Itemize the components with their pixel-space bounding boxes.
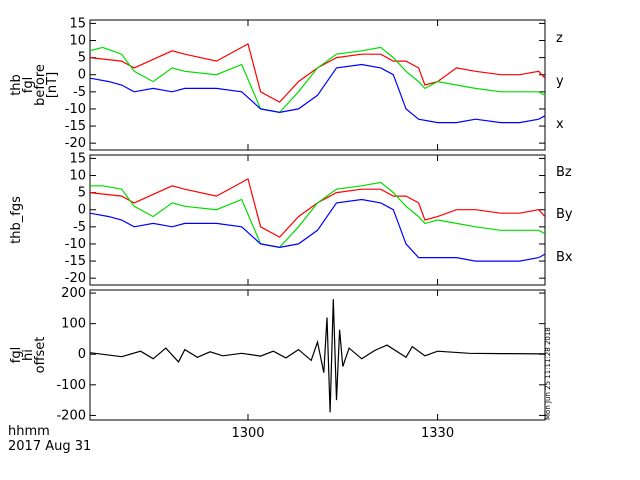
series-line: [90, 178, 545, 238]
panel-frame: [89, 289, 546, 421]
y-tick-label: 15: [69, 151, 86, 166]
y-axis-label: [nT]: [45, 72, 60, 98]
series-line: [90, 198, 545, 262]
y-tick-label: -10: [65, 237, 86, 252]
y-tick-label: -20: [65, 271, 86, 286]
x-tick-label: 1300: [231, 426, 264, 441]
y-axis-label: before: [33, 64, 48, 106]
y-tick-label: 15: [69, 16, 86, 31]
series-line: [90, 299, 545, 413]
y-tick-label: 5: [78, 186, 86, 201]
y-axis-label: fgl: [9, 347, 24, 363]
y-axis-label: hi: [21, 349, 36, 361]
series-line: [90, 63, 545, 124]
y-tick-label: -5: [73, 220, 86, 235]
legend-label: y: [556, 74, 564, 89]
y-tick-label: -100: [56, 378, 86, 393]
y-axis-label: offset: [33, 337, 48, 374]
y-axis-label: thb: [9, 74, 24, 96]
legend-label: z: [556, 31, 563, 46]
x-tick-label: 1330: [421, 426, 454, 441]
y-tick-label: -5: [73, 85, 86, 100]
series-line: [90, 43, 545, 103]
legend-label: Bx: [556, 250, 573, 265]
y-tick-label: 200: [61, 286, 86, 301]
x-date-label: 2017 Aug 31: [8, 439, 91, 454]
y-tick-label: 0: [78, 203, 86, 218]
y-tick-label: -20: [65, 136, 86, 151]
y-tick-label: -10: [65, 102, 86, 117]
panel-frame: [89, 154, 546, 286]
y-tick-label: 0: [78, 347, 86, 362]
y-tick-label: -15: [65, 254, 86, 269]
legend-label: Bz: [556, 165, 572, 180]
series-line: [90, 181, 545, 249]
y-tick-label: 5: [78, 51, 86, 66]
y-axis-label: thb_fgs: [9, 196, 24, 244]
y-tick-label: 10: [69, 34, 86, 49]
y-tick-label: 0: [78, 68, 86, 83]
y-tick-label: 10: [69, 169, 86, 184]
series-line: [90, 46, 545, 114]
y-tick-label: 100: [61, 317, 86, 332]
x-unit-label: hhmm: [8, 424, 50, 439]
legend-label: x: [556, 117, 564, 132]
y-tick-label: -15: [65, 119, 86, 134]
timestamp-label: Mon Jun 25 11:11:28 2018: [544, 327, 552, 420]
legend-label: By: [556, 207, 573, 222]
panel-frame: [89, 19, 546, 151]
y-axis-label: fgl: [21, 77, 36, 93]
y-tick-label: -200: [56, 408, 86, 423]
